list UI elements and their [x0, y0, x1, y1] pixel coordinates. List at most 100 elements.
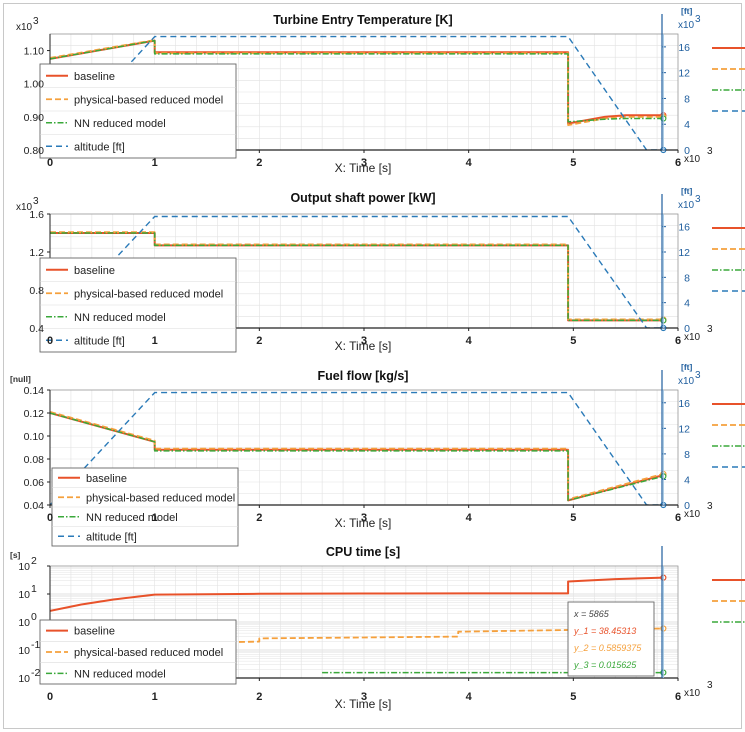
y-tick-label: 10 — [18, 673, 30, 685]
figure-frame — [3, 3, 742, 729]
legend-label-physical: physical-based reduced model — [74, 94, 223, 106]
x-axis-label: X: Time [s] — [335, 339, 392, 353]
x-axis-multiplier-exp: 3 — [707, 680, 713, 691]
y-axis-unit: [null] — [10, 374, 31, 384]
x-axis-multiplier: x10 — [684, 332, 701, 343]
legend-box — [39, 619, 237, 685]
x-axis-label: X: Time [s] — [335, 516, 392, 530]
x-axis-multiplier: x10 — [684, 688, 701, 699]
x-tick-label: 6 — [675, 691, 681, 703]
x-tick-label: 2 — [256, 512, 262, 524]
legend-label-nn: NN reduced model — [74, 118, 166, 130]
y-tick-label-exp: -1 — [31, 639, 40, 651]
series-line-physical — [50, 231, 664, 321]
y-tick-label-exp: 2 — [31, 555, 37, 567]
y-tick-label: 0.14 — [24, 385, 45, 397]
legend-label-physical: physical-based reduced model — [74, 288, 223, 300]
x-axis-mid-mark: - — [361, 331, 365, 343]
legend-label-baseline: baseline — [86, 473, 127, 485]
x-axis-multiplier-exp: 3 — [707, 501, 713, 512]
y2-tick-label: 16 — [678, 398, 690, 410]
y-tick-label: 1.10 — [24, 46, 45, 58]
chart-title: Fuel flow [kg/s] — [318, 369, 409, 383]
legend-label-baseline: baseline — [74, 265, 115, 277]
y2-axis-multiplier-exp: 3 — [695, 370, 701, 381]
y-tick-label: 1.2 — [29, 247, 44, 259]
x-tick-label: 1 — [152, 691, 158, 703]
y-tick-label: 0.08 — [24, 454, 45, 466]
x-axis-multiplier: x10 — [684, 154, 701, 165]
y-axis-multiplier-exp: 3 — [33, 196, 39, 207]
x-tick-label: 1 — [152, 335, 158, 347]
x-tick-label: 6 — [675, 157, 681, 169]
y-axis-unit: [s] — [10, 550, 21, 560]
y-tick-label: 0.80 — [24, 145, 45, 157]
series-group — [50, 215, 664, 328]
y-tick-label: 0.06 — [24, 477, 45, 489]
x-axis-mid-mark: - — [361, 508, 365, 520]
y2-tick-label: 4 — [684, 474, 690, 486]
y-tick-label: 0.4 — [29, 323, 44, 335]
y-tick-label: 0.12 — [24, 408, 45, 420]
x-tick-label: 5 — [570, 335, 576, 347]
y-axis-multiplier-exp: 3 — [33, 16, 39, 27]
y2-tick-label: 12 — [678, 68, 690, 80]
x-axis-mid-mark: - — [361, 153, 365, 165]
series-line-physical — [50, 411, 664, 501]
legend-label-altitude: altitude [ft] — [86, 531, 137, 543]
y-tick-label: 1.6 — [29, 209, 44, 221]
y-axis-multiplier: x10 — [16, 202, 33, 213]
legend-label-physical: physical-based reduced model — [86, 492, 235, 504]
x-axis-multiplier-exp: 3 — [707, 324, 713, 335]
y-tick-label: 10 — [18, 617, 30, 629]
legend-label-physical: physical-based reduced model — [74, 647, 223, 659]
x-tick-label: 5 — [570, 691, 576, 703]
y2-tick-label: 8 — [684, 93, 690, 105]
chart-title: Turbine Entry Temperature [K] — [273, 13, 452, 27]
x-tick-label: 6 — [675, 512, 681, 524]
series-line-nn — [50, 412, 664, 502]
x-axis-label: X: Time [s] — [335, 161, 392, 175]
y2-tick-label: 4 — [684, 298, 690, 310]
legend-label-nn: NN reduced model — [74, 668, 166, 680]
y2-axis-multiplier: x10 — [678, 376, 695, 387]
x-tick-label: 4 — [466, 335, 473, 347]
x-tick-label: 4 — [466, 512, 473, 524]
y-tick-label: 10 — [18, 589, 30, 601]
y2-axis-multiplier-exp: 3 — [695, 194, 701, 205]
y2-tick-label: 0 — [684, 323, 690, 335]
x-tick-label: 2 — [256, 335, 262, 347]
x-tick-label: 2 — [256, 691, 262, 703]
series-line-baseline — [50, 576, 664, 612]
legend-label-nn: NN reduced model — [86, 512, 178, 524]
x-tick-label: 0 — [47, 157, 53, 169]
series-line-nn — [50, 39, 664, 123]
y2-tick-label: 12 — [678, 247, 690, 259]
y-axis-multiplier: x10 — [16, 22, 33, 33]
y-tick-label: 0.90 — [24, 112, 45, 124]
legend-label-altitude: altitude [ft] — [74, 335, 125, 347]
y2-tick-label: 16 — [678, 222, 690, 234]
y2-tick-label: 8 — [684, 449, 690, 461]
y2-axis-unit: [ft] — [681, 186, 692, 196]
x-tick-label: 0 — [47, 691, 53, 703]
series-line-altitude — [50, 215, 664, 328]
series-line-baseline — [50, 412, 664, 502]
chart-title: Output shaft power [kW] — [290, 191, 435, 205]
y2-tick-label: 0 — [684, 145, 690, 157]
y2-tick-label: 8 — [684, 272, 690, 284]
y-tick-label: 0.04 — [24, 500, 45, 512]
x-axis-label: X: Time [s] — [335, 697, 392, 711]
chart-title: CPU time [s] — [326, 545, 400, 559]
x-tick-label: 3 — [361, 512, 367, 524]
y-tick-label-exp: 1 — [31, 583, 37, 595]
cursor-tooltip — [567, 601, 655, 677]
y-tick-label: 10 — [18, 645, 30, 657]
y2-axis-unit: [ft] — [681, 362, 692, 372]
x-tick-label: 0 — [47, 335, 53, 347]
y-tick-label: 0.8 — [29, 285, 44, 297]
x-tick-label: 4 — [466, 157, 473, 169]
x-tick-label: 4 — [466, 691, 473, 703]
y-tick-label: 0.10 — [24, 431, 45, 443]
